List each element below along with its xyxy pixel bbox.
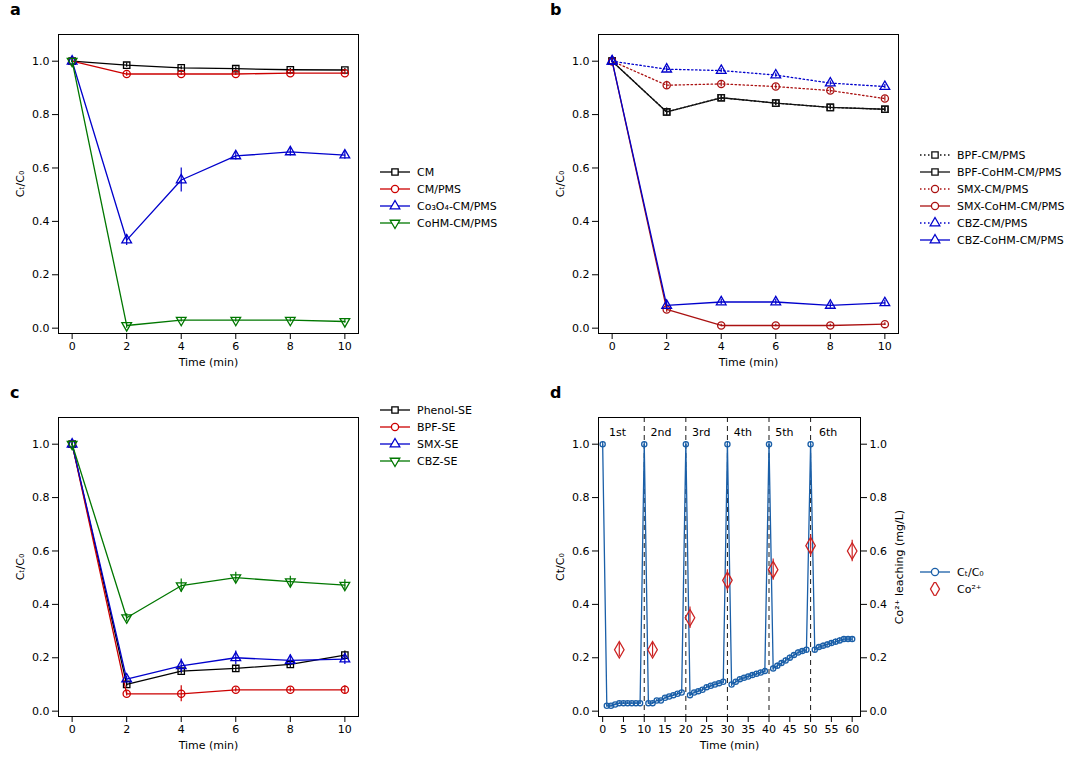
svg-text:10: 10 [637, 723, 651, 736]
svg-text:0.4: 0.4 [572, 598, 590, 611]
html-text:CoHM-CM/PMS: CoHM-CM/PMS [417, 216, 498, 230]
svg-text:8: 8 [287, 723, 294, 736]
svg-text:55: 55 [824, 723, 838, 736]
svg-text:3rd: 3rd [692, 426, 710, 439]
svg-text:4: 4 [178, 340, 185, 353]
svg-text:6: 6 [772, 340, 779, 353]
svg-text:Time (min): Time (min) [699, 739, 760, 752]
svg-text:Co²⁺ leaching (mg/L): Co²⁺ leaching (mg/L) [893, 510, 906, 624]
svg-text:0.8: 0.8 [32, 108, 50, 121]
html-text:BPF-CM/PMS: BPF-CM/PMS [957, 148, 1026, 162]
svg-text:0.4: 0.4 [572, 215, 590, 228]
html-text:d: d [550, 383, 562, 402]
svg-text:0.8: 0.8 [870, 491, 888, 504]
svg-text:25: 25 [700, 723, 714, 736]
svg-text:6: 6 [232, 340, 239, 353]
html-text:c: c [10, 383, 20, 402]
html-text:CBZ-CoHM-CM/PMS: CBZ-CoHM-CM/PMS [957, 233, 1064, 247]
svg-text:2nd: 2nd [650, 426, 671, 439]
html-text:BPF-SE: BPF-SE [417, 420, 456, 434]
html-text:b: b [550, 0, 562, 19]
html-text:SMX-SE: SMX-SE [417, 437, 459, 451]
svg-text:60: 60 [845, 723, 859, 736]
svg-text:0.0: 0.0 [572, 705, 590, 718]
svg-text:6th: 6th [819, 426, 837, 439]
svg-text:8: 8 [827, 340, 834, 353]
svg-text:1.0: 1.0 [572, 55, 590, 68]
svg-text:0.0: 0.0 [572, 322, 590, 335]
svg-text:0: 0 [69, 723, 76, 736]
svg-text:30: 30 [720, 723, 734, 736]
html-text:CBZ-CM/PMS: CBZ-CM/PMS [957, 216, 1028, 230]
svg-text:2: 2 [123, 723, 130, 736]
svg-text:0: 0 [609, 340, 616, 353]
svg-text:20: 20 [679, 723, 693, 736]
html-text:Co²⁺: Co²⁺ [957, 582, 982, 596]
svg-text:0.6: 0.6 [870, 545, 888, 558]
html-text:CM: CM [417, 165, 435, 179]
svg-text:Time (min): Time (min) [178, 739, 239, 752]
svg-text:0.6: 0.6 [572, 545, 590, 558]
svg-text:0.2: 0.2 [32, 268, 50, 281]
svg-text:10: 10 [338, 340, 352, 353]
svg-text:5: 5 [620, 723, 627, 736]
svg-text:1.0: 1.0 [572, 438, 590, 451]
html-text:SMX-CoHM-CM/PMS: SMX-CoHM-CM/PMS [957, 199, 1065, 213]
svg-text:2: 2 [663, 340, 670, 353]
svg-text:0: 0 [69, 340, 76, 353]
svg-text:50: 50 [804, 723, 818, 736]
svg-text:2: 2 [123, 340, 130, 353]
svg-text:4: 4 [718, 340, 725, 353]
svg-text:35: 35 [741, 723, 755, 736]
svg-text:0.0: 0.0 [32, 322, 50, 335]
svg-text:Cₜ/C₀: Cₜ/C₀ [14, 553, 27, 580]
svg-text:0.6: 0.6 [32, 545, 50, 558]
svg-text:Cₜ/C₀: Cₜ/C₀ [14, 170, 27, 197]
html-text:Phenol-SE: Phenol-SE [417, 403, 472, 417]
svg-text:0.0: 0.0 [32, 705, 50, 718]
svg-text:1.0: 1.0 [32, 438, 50, 451]
svg-text:4: 4 [178, 723, 185, 736]
svg-text:10: 10 [878, 340, 892, 353]
html-text:SMX-CM/PMS: SMX-CM/PMS [957, 182, 1029, 196]
svg-text:0.8: 0.8 [572, 491, 590, 504]
svg-text:Cₜ/C₀: Cₜ/C₀ [554, 170, 567, 197]
svg-text:0.2: 0.2 [572, 268, 590, 281]
svg-text:0.2: 0.2 [572, 651, 590, 664]
svg-text:Time (min): Time (min) [178, 356, 239, 369]
svg-text:1st: 1st [609, 426, 627, 439]
svg-text:0.4: 0.4 [32, 598, 50, 611]
html-text:BPF-CoHM-CM/PMS: BPF-CoHM-CM/PMS [957, 165, 1062, 179]
svg-text:15: 15 [658, 723, 672, 736]
svg-text:0.2: 0.2 [32, 651, 50, 664]
svg-text:0.4: 0.4 [32, 215, 50, 228]
svg-text:Time (min): Time (min) [718, 356, 779, 369]
svg-text:0.4: 0.4 [870, 598, 888, 611]
svg-text:8: 8 [287, 340, 294, 353]
svg-text:0.2: 0.2 [870, 651, 888, 664]
svg-text:1.0: 1.0 [870, 438, 888, 451]
svg-text:40: 40 [762, 723, 776, 736]
svg-text:0.0: 0.0 [870, 705, 888, 718]
svg-text:0.8: 0.8 [32, 491, 50, 504]
svg-text:5th: 5th [775, 426, 793, 439]
svg-text:0: 0 [599, 723, 606, 736]
svg-text:4th: 4th [734, 426, 752, 439]
svg-text:0.6: 0.6 [32, 162, 50, 175]
html-text:CBZ-SE: CBZ-SE [417, 454, 458, 468]
svg-text:45: 45 [783, 723, 797, 736]
svg-text:0.6: 0.6 [572, 162, 590, 175]
svg-text:1.0: 1.0 [32, 55, 50, 68]
svg-text:Ct/C₀: Ct/C₀ [554, 553, 567, 581]
svg-text:0.8: 0.8 [572, 108, 590, 121]
svg-text:6: 6 [232, 723, 239, 736]
html-text:CM/PMS: CM/PMS [417, 182, 461, 196]
svg-text:10: 10 [338, 723, 352, 736]
html-text:Co₃O₄-CM/PMS: Co₃O₄-CM/PMS [417, 199, 497, 213]
html-text:a: a [10, 0, 21, 19]
html-text:Cₜ/C₀: Cₜ/C₀ [957, 565, 984, 579]
